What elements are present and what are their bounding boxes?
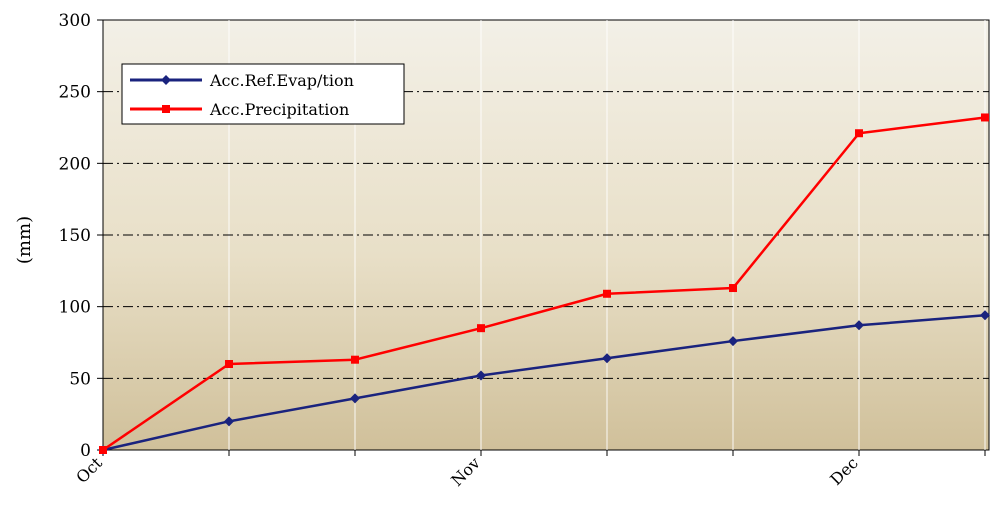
data-point-evap [350,393,360,404]
legend-label-precip: Acc.Precipitation [209,100,349,119]
data-point-evap [476,370,486,381]
y-tick-label: 100 [59,298,91,318]
data-point-precip [477,324,485,333]
y-tick-label: 50 [69,369,91,389]
data-point-evap [224,416,234,427]
x-tick-label: Oct [72,453,106,487]
y-tick-label: 150 [59,226,91,246]
y-tick-label: 300 [59,11,91,31]
legend: Acc.Ref.Evap/tion Acc.Precipitation [121,63,405,125]
data-point-precip [225,360,233,368]
legend-box [121,63,405,125]
data-point-precip [855,129,863,138]
legend-marker-precip [162,105,170,113]
legend-entry-precip: Acc.Precipitation [130,100,349,119]
data-point-evap [602,353,612,364]
y-tick-label: 250 [59,83,91,103]
data-point-precip [351,355,359,364]
data-point-precip [981,113,989,122]
data-point-precip [99,446,107,454]
data-point-evap [980,310,990,321]
data-point-evap [728,336,738,347]
data-point-precip [729,284,737,293]
y-tick-label: 200 [59,154,91,174]
data-point-evap [854,320,864,331]
series-line-evap [102,314,986,452]
legend-label-evap: Acc.Ref.Evap/tion [209,71,354,90]
series-lines [98,113,990,455]
y-tick-label: 0 [80,441,91,461]
data-point-precip [603,289,611,298]
y-axis-label: (mm) [14,216,35,264]
series-line-precip [102,116,986,452]
x-tick-label: Nov [447,453,484,490]
legend-marker-evap [161,75,171,85]
legend-entry-evap: Acc.Ref.Evap/tion [130,71,354,90]
x-tick-label: Dec [826,453,862,489]
